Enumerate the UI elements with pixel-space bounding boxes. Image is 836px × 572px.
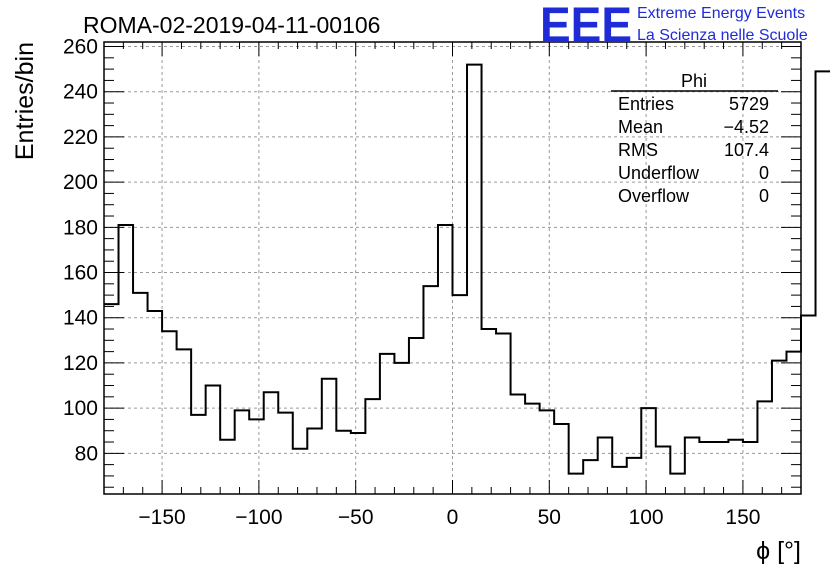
- histogram-bin: [249, 419, 264, 494]
- histogram-bin: [104, 304, 119, 494]
- histogram-bin: [133, 293, 148, 494]
- x-axis-label: ϕ [°]: [756, 537, 801, 565]
- histogram-bin: [569, 474, 584, 494]
- histogram-bin: [278, 413, 293, 494]
- histogram-bin: [423, 286, 438, 494]
- logo-line-1: Extreme Energy Events: [637, 5, 805, 22]
- y-tick-label: 140: [63, 307, 98, 330]
- stats-value: 107.4: [724, 140, 769, 160]
- histogram-bin: [786, 352, 801, 494]
- histogram-bin: [438, 225, 453, 494]
- histogram-bin: [220, 440, 235, 494]
- stats-label: Underflow: [618, 163, 700, 183]
- x-tick-label: −100: [235, 506, 282, 529]
- histogram-bin: [743, 442, 758, 494]
- x-tick-label: 100: [629, 506, 664, 529]
- histogram-bin: [162, 331, 177, 494]
- histogram-bin: [380, 354, 395, 494]
- histogram-bin: [801, 315, 816, 494]
- x-tick-label: 0: [447, 506, 459, 529]
- histogram-bin: [598, 438, 613, 495]
- stats-value: 0: [759, 186, 769, 206]
- stats-label: Entries: [618, 94, 674, 114]
- y-tick-label: 200: [63, 171, 98, 194]
- histogram-bin: [293, 449, 308, 494]
- histogram-bin: [816, 71, 831, 494]
- stats-title: Phi: [681, 71, 707, 91]
- histogram-bin: [641, 408, 656, 494]
- histogram-bin: [191, 415, 206, 494]
- stats-value: 5729: [729, 94, 769, 114]
- y-tick-label: 160: [63, 262, 98, 285]
- histogram-bin: [351, 433, 366, 494]
- histogram-bin: [467, 65, 482, 494]
- logo-mark: EEE: [540, 0, 632, 53]
- histogram-bin: [511, 395, 526, 494]
- histogram-bin: [772, 361, 787, 494]
- histogram-bin: [714, 442, 729, 494]
- x-tick-labels: −150 −100 −50 0 50 100 150: [138, 506, 760, 529]
- histogram-bin: [264, 392, 279, 494]
- histogram-bin: [757, 401, 772, 494]
- histogram-bin: [627, 458, 642, 494]
- y-tick-label: 180: [63, 216, 98, 239]
- histogram-bin: [365, 399, 380, 494]
- y-tick-label: 120: [63, 352, 98, 375]
- histogram-series: [104, 63, 831, 495]
- histogram-bin: [699, 442, 714, 494]
- histogram-bin: [612, 467, 627, 494]
- x-tick-label: −50: [338, 506, 374, 529]
- chart-title: ROMA-02-2019-04-11-00106: [83, 12, 380, 38]
- histogram-bin: [322, 379, 337, 494]
- eee-logo: EEE Extreme Energy Events La Scienza nel…: [540, 0, 808, 53]
- stats-label: RMS: [618, 140, 658, 160]
- logo-line-2: La Scienza nelle Scuole: [637, 27, 808, 44]
- x-tick-label: −150: [138, 506, 185, 529]
- x-tick-label: 150: [725, 506, 760, 529]
- histogram-bin: [409, 338, 424, 494]
- histogram-bin: [685, 438, 700, 495]
- y-tick-label: 100: [63, 397, 98, 420]
- histogram-bin: [482, 329, 497, 494]
- stats-value: 0: [759, 163, 769, 183]
- y-tick-labels: 80 100 120 140 160 180 200 220 240 260: [63, 36, 98, 466]
- histogram-bin: [496, 334, 511, 494]
- histogram-bin: [336, 431, 351, 494]
- stats-value: −4.52: [723, 117, 769, 137]
- histogram-bin: [583, 460, 598, 494]
- y-tick-label: 220: [63, 126, 98, 149]
- histogram-bin: [540, 410, 555, 494]
- stats-box: Phi Entries 5729 Mean −4.52 RMS 107.4 Underflo…: [611, 71, 778, 206]
- histogram-bin: [177, 349, 192, 494]
- histogram-bin: [307, 428, 322, 494]
- y-axis-label: Entries/bin: [11, 42, 39, 160]
- stats-rows: Entries 5729 Mean −4.52 RMS 107.4 Underflow 0 Ov…: [618, 94, 769, 206]
- histogram-bin: [656, 447, 671, 494]
- y-tick-label: 80: [75, 442, 98, 465]
- y-tick-label: 260: [63, 36, 98, 59]
- y-tick-label: 240: [63, 81, 98, 104]
- histogram-bin: [148, 311, 163, 494]
- histogram-bin: [728, 440, 743, 494]
- stats-label: Overflow: [618, 186, 690, 206]
- histogram-bin: [670, 474, 685, 494]
- histogram-bin: [453, 295, 468, 494]
- x-tick-label: 50: [538, 506, 561, 529]
- histogram-bin: [206, 386, 221, 494]
- histogram-bin: [394, 363, 409, 494]
- histogram-outline: [104, 63, 831, 475]
- histogram-bin: [235, 410, 250, 494]
- stats-label: Mean: [618, 117, 663, 137]
- axis-ticks: [104, 42, 801, 494]
- histogram-bin: [525, 404, 540, 494]
- histogram-bin: [554, 424, 569, 494]
